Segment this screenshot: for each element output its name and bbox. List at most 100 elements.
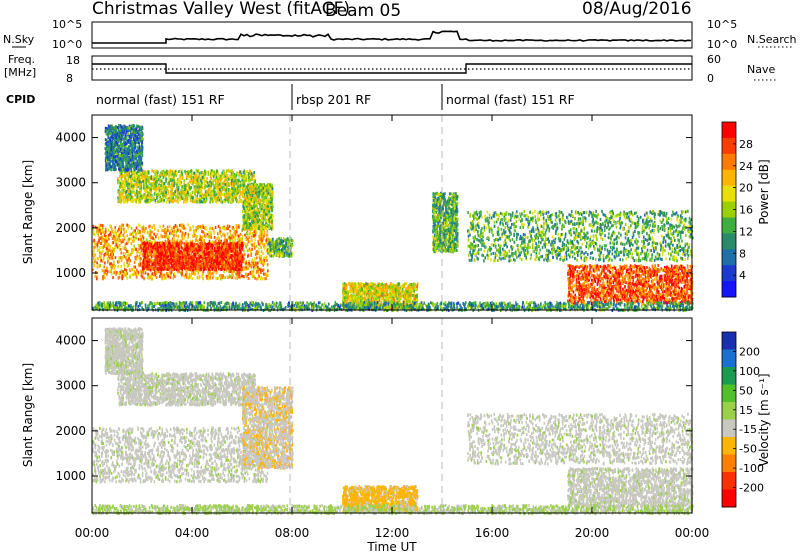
power-point — [195, 197, 197, 200]
power-point — [223, 266, 225, 269]
power-point — [193, 233, 195, 236]
power-point — [254, 171, 256, 174]
power-point — [185, 249, 187, 252]
power-point — [192, 262, 194, 265]
power-point — [152, 263, 154, 266]
power-point — [152, 237, 154, 240]
power-point — [212, 267, 214, 270]
power-point — [228, 193, 230, 196]
power-point — [179, 180, 181, 183]
power-point — [161, 180, 163, 183]
nsearch-label: N.Search — [747, 33, 797, 46]
power-point — [240, 184, 242, 187]
power-point — [190, 192, 192, 195]
power-point — [194, 273, 196, 276]
power-point — [121, 270, 123, 273]
power-point — [165, 276, 167, 279]
power-point — [138, 248, 140, 251]
power-point — [158, 186, 160, 189]
power-point — [161, 174, 163, 177]
power-point — [112, 276, 114, 279]
power-point — [169, 267, 171, 270]
power-point — [180, 191, 182, 194]
power-point — [243, 275, 245, 278]
power-point — [227, 258, 229, 261]
power-point — [140, 194, 142, 197]
power-point — [251, 239, 253, 242]
power-point — [143, 170, 145, 173]
power-point — [145, 200, 147, 203]
power-point — [147, 191, 149, 194]
power-point — [120, 182, 122, 185]
power-point — [214, 199, 216, 202]
power-point — [175, 234, 177, 237]
power-point — [132, 240, 134, 243]
power-point — [179, 245, 181, 248]
power-point — [151, 198, 153, 201]
power-point — [207, 181, 209, 184]
power-point — [127, 226, 129, 229]
power-point — [107, 261, 109, 264]
power-point — [237, 182, 239, 185]
power-point — [246, 232, 248, 235]
power-point — [101, 224, 103, 227]
power-point — [199, 175, 201, 178]
power-point — [153, 180, 155, 183]
power-point — [145, 227, 147, 230]
power-point — [112, 250, 114, 253]
power-point — [176, 243, 178, 246]
power-point — [227, 232, 229, 235]
power-point — [179, 252, 181, 255]
power-point — [234, 175, 236, 178]
nsky-tick-hi: 10^5 — [52, 18, 82, 31]
power-point — [229, 230, 231, 233]
power-point — [218, 225, 220, 228]
power-point — [174, 229, 176, 232]
power-point — [251, 273, 253, 276]
power-point — [189, 273, 191, 276]
power-point — [129, 276, 131, 279]
power-point — [185, 258, 187, 261]
power-point — [128, 198, 130, 201]
power-point — [131, 191, 133, 194]
power-point — [175, 257, 177, 260]
power-point — [230, 170, 232, 173]
freq-tick-hi: 18 — [66, 54, 80, 67]
power-point — [191, 242, 193, 245]
power-point — [167, 255, 169, 258]
power-point — [219, 261, 221, 264]
power-point — [216, 196, 218, 199]
power-point — [149, 181, 151, 184]
power-point — [151, 183, 153, 186]
power-point — [201, 230, 203, 233]
power-point — [157, 242, 159, 245]
power-point — [247, 267, 249, 270]
power-point — [260, 255, 262, 258]
power-point — [104, 242, 106, 245]
power-point — [198, 267, 200, 270]
power-point — [115, 273, 117, 276]
power-point — [203, 266, 205, 269]
power-point — [193, 200, 195, 203]
power-point — [236, 248, 238, 251]
power-point — [153, 224, 155, 227]
power-point — [190, 174, 192, 177]
power-point — [233, 198, 235, 201]
power-point — [111, 235, 113, 238]
power-point — [185, 227, 187, 230]
power-point — [240, 244, 242, 247]
power-point — [238, 235, 240, 238]
power-point — [119, 225, 121, 228]
power-point — [124, 186, 126, 189]
power-point — [213, 229, 215, 232]
power-point — [116, 243, 118, 246]
power-point — [155, 170, 157, 173]
power-point — [155, 199, 157, 202]
power-point — [182, 232, 184, 235]
power-point — [198, 169, 200, 172]
power-point — [218, 236, 220, 239]
cpid-strip: normal (fast) 151 RF rbsp 201 RF normal (f… — [96, 84, 575, 110]
power-point — [168, 177, 170, 180]
power-point — [262, 261, 264, 264]
power-point — [103, 254, 105, 257]
